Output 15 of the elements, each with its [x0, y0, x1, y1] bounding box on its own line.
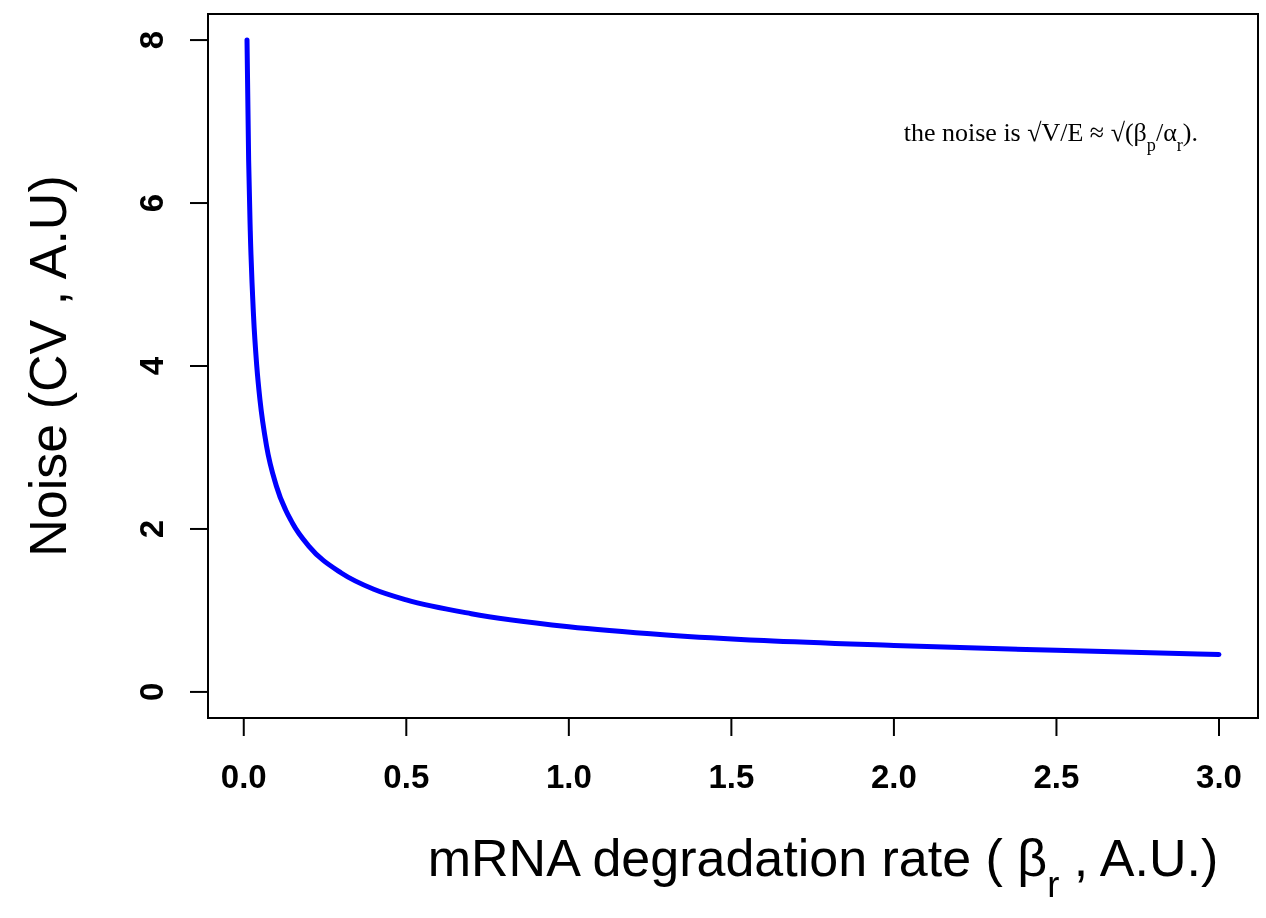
y-tick-label: 0: [133, 682, 170, 702]
x-tick-label: 1.0: [545, 758, 592, 795]
x-tick-label: 1.5: [708, 758, 755, 795]
x-tick-label: 0.0: [220, 758, 267, 795]
x-axis-title: mRNA degradation rate ( β$_{r}$ , A.U.): [427, 829, 1219, 905]
x-tick-label: 2.0: [870, 758, 917, 795]
y-axis-title: Noise (CV , A.U): [19, 175, 77, 557]
y-tick-label: 8: [133, 30, 170, 50]
x-tick-label: 0.5: [383, 758, 430, 795]
y-tick-label: 2: [133, 519, 170, 539]
annotation: the noise is √V/E ≈ √(β$_{p}$/α$_{r}$).: [903, 118, 1198, 155]
x-tick-label: 2.5: [1033, 758, 1080, 795]
x-tick-label: 3.0: [1196, 758, 1242, 795]
y-tick-label: 4: [133, 356, 170, 376]
y-tick-label: 6: [133, 193, 170, 213]
